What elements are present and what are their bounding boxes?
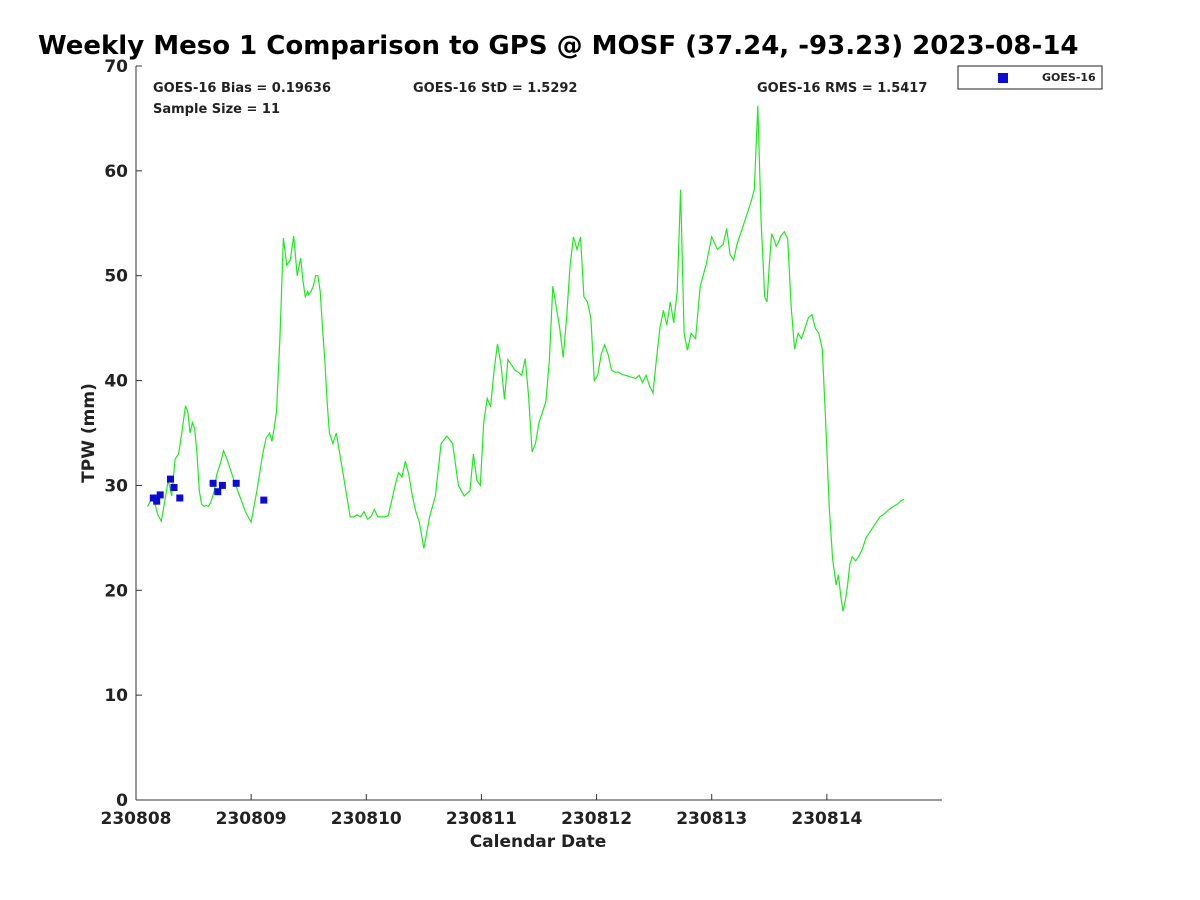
legend: GOES-16: [957, 65, 1103, 90]
legend-label-goes16: GOES-16: [1042, 71, 1096, 84]
std-stat: GOES-16 StD = 1.5292: [413, 81, 577, 96]
data-point-goes16: [170, 484, 178, 491]
data-point-goes16: [176, 494, 184, 502]
data-point-goes16: [260, 496, 268, 504]
x-tick-label: 230811: [446, 809, 517, 829]
ticks: 0 10 20 30 40 50 60 70 230808 230809 230810 230811 2…: [101, 57, 863, 829]
x-tick-label: 230809: [216, 809, 287, 829]
bias-stat: GOES-16 Bias = 0.19636: [153, 81, 331, 96]
plot-area: [136, 66, 942, 800]
x-axis-label: Calendar Date: [470, 832, 607, 852]
y-tick-label: 10: [104, 686, 128, 706]
x-tick-label: 230814: [791, 809, 862, 829]
sample-size-stat: Sample Size = 11: [153, 102, 280, 117]
data-point-goes16: [167, 475, 174, 483]
y-tick-label: 60: [104, 162, 128, 182]
y-tick-label: 20: [104, 581, 128, 601]
x-tick-label: 230808: [101, 809, 172, 829]
y-tick-label: 0: [116, 791, 128, 811]
data-point-goes16: [218, 481, 226, 489]
rms-stat: GOES-16 RMS = 1.5417: [757, 81, 927, 96]
y-tick-label: 30: [104, 476, 128, 496]
data-point-goes16: [156, 491, 164, 499]
y-tick-label: 50: [104, 267, 128, 287]
axes: [135, 66, 942, 801]
series-layer: [146, 105, 905, 612]
data-point-goes16: [232, 479, 240, 487]
x-tick-label: 230810: [331, 809, 402, 829]
x-tick-label: 230812: [561, 809, 632, 829]
data-point-goes16: [214, 488, 222, 496]
y-tick-label: 40: [104, 372, 128, 392]
x-tick-label: 230813: [676, 809, 747, 829]
legend-box: [957, 65, 1103, 90]
data-point-goes16: [209, 479, 217, 487]
legend-marker-goes16: [998, 73, 1008, 83]
y-tick-label: 70: [104, 57, 128, 77]
data-point-goes16: [153, 497, 161, 505]
chart-title: Weekly Meso 1 Comparison to GPS @ MOSF (…: [38, 31, 1079, 61]
series-line-gps: [146, 105, 905, 612]
y-axis-label: TPW (mm): [79, 383, 99, 483]
